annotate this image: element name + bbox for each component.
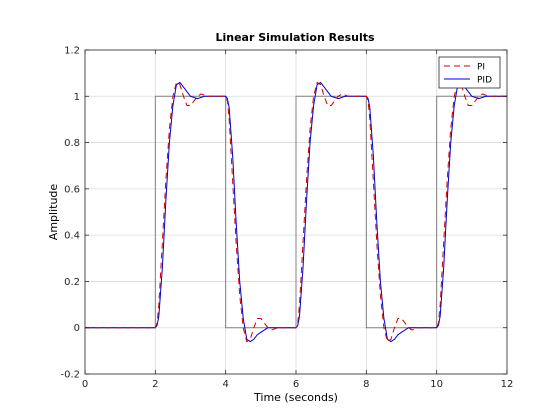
- x-tick-label: 4: [222, 379, 228, 390]
- x-tick-label: 10: [430, 379, 443, 390]
- y-tick-label: 1.2: [64, 46, 80, 57]
- y-tick-label: -0.2: [60, 370, 80, 381]
- legend-label-pid: PID: [477, 76, 492, 86]
- y-tick-label: 0.8: [64, 138, 80, 149]
- legend-label-pi: PI: [477, 63, 485, 73]
- x-tick-label: 8: [363, 379, 369, 390]
- x-tick-label: 2: [152, 379, 158, 390]
- y-tick-labels: -0.2 0 0.2 0.4 0.6 0.8 1 1.2: [60, 46, 80, 381]
- y-tick-label: 0.6: [64, 184, 80, 195]
- input-signal-layer: [85, 95, 507, 329]
- x-tick-label: 12: [501, 379, 514, 390]
- y-axis-label: Amplitude: [47, 184, 60, 241]
- y-tick-label: 1: [74, 92, 80, 103]
- input-signal-line: [85, 95, 507, 329]
- plot-area: 0 2 4 6 8 10 12 -0.200.20.40.60.811.2: [60, 46, 513, 391]
- legend-box: [438, 56, 501, 89]
- tick-marks: [84, 49, 508, 375]
- x-tick-label: 6: [293, 379, 299, 390]
- series-line-pi: [85, 81, 507, 343]
- series-layer: [85, 81, 507, 343]
- chart-title: Linear Simulation Results: [215, 31, 375, 44]
- y-tick-label: 0.2: [64, 277, 80, 288]
- y-tick-label: 0.4: [64, 231, 80, 242]
- x-tick-label: 0: [82, 379, 88, 390]
- y-tick-label: 0: [74, 323, 80, 334]
- x-axis-label: Time (seconds): [253, 391, 338, 404]
- x-tick-labels: 0 2 4 6 8 10 12: [82, 379, 514, 390]
- legend: PI PID: [438, 56, 501, 89]
